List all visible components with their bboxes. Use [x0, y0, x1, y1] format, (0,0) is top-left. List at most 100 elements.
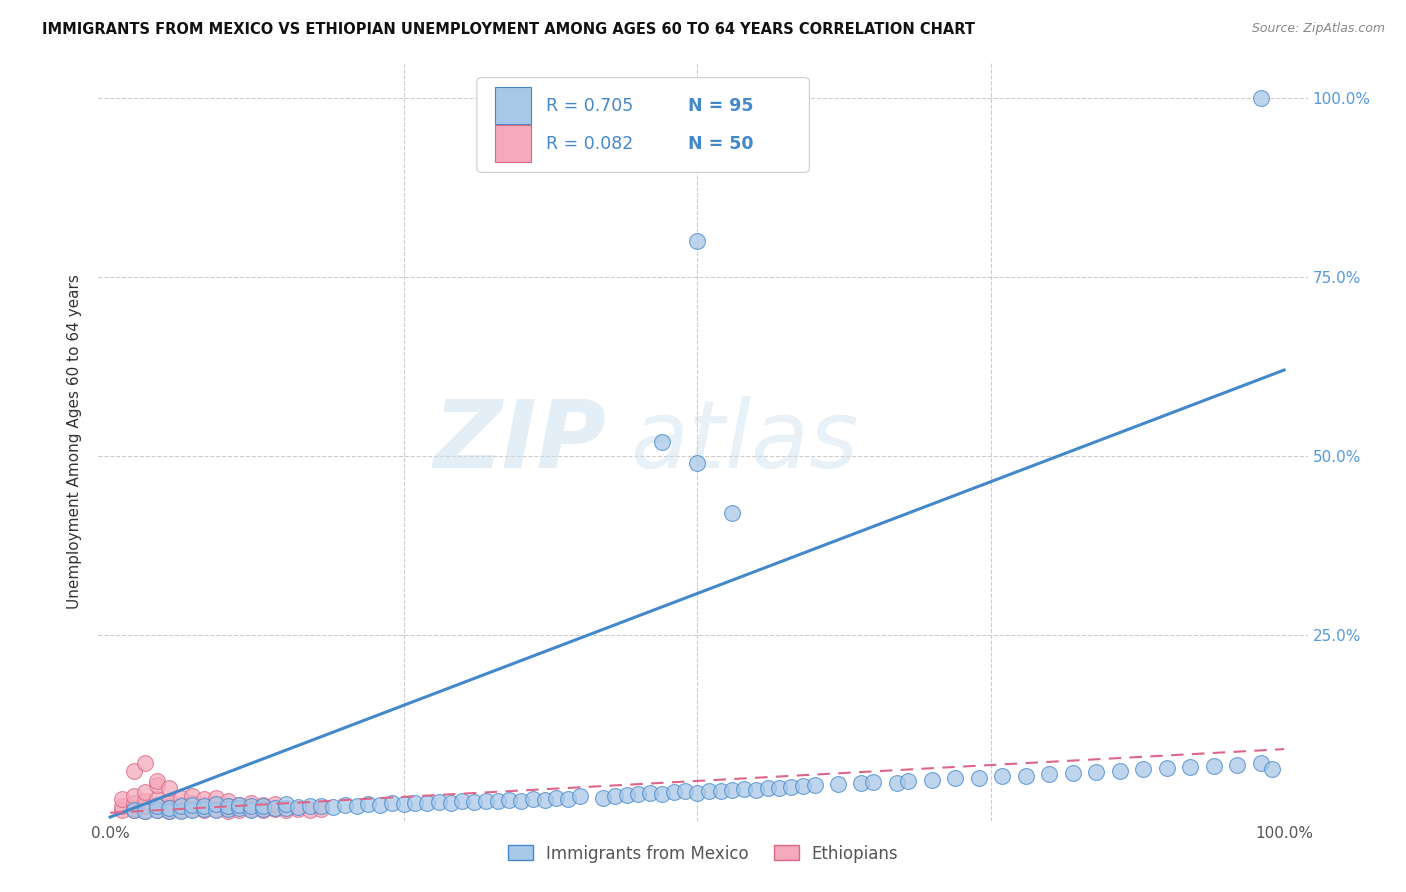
- Text: atlas: atlas: [630, 396, 859, 487]
- Legend: Immigrants from Mexico, Ethiopians: Immigrants from Mexico, Ethiopians: [501, 838, 905, 869]
- Point: [662, 785, 685, 799]
- Point: [945, 772, 967, 786]
- Point: [897, 773, 920, 788]
- Point: [827, 777, 849, 791]
- Point: [240, 799, 263, 814]
- Point: [204, 790, 226, 805]
- Point: [686, 234, 709, 248]
- Point: [111, 803, 134, 817]
- Point: [157, 801, 180, 815]
- Point: [217, 799, 239, 814]
- Point: [240, 802, 263, 816]
- Point: [276, 797, 298, 812]
- Point: [651, 787, 673, 801]
- Text: N = 95: N = 95: [689, 96, 754, 115]
- Point: [322, 800, 344, 814]
- Point: [392, 797, 415, 812]
- Point: [557, 792, 579, 806]
- Text: Source: ZipAtlas.com: Source: ZipAtlas.com: [1251, 22, 1385, 36]
- Point: [886, 776, 908, 790]
- Y-axis label: Unemployment Among Ages 60 to 64 years: Unemployment Among Ages 60 to 64 years: [67, 274, 83, 609]
- Point: [193, 802, 215, 816]
- Point: [463, 795, 485, 809]
- Point: [298, 803, 321, 817]
- Point: [146, 774, 169, 789]
- Point: [228, 803, 250, 817]
- Point: [252, 803, 274, 817]
- Point: [1085, 764, 1108, 779]
- Point: [169, 797, 191, 812]
- Point: [204, 797, 226, 812]
- Text: IMMIGRANTS FROM MEXICO VS ETHIOPIAN UNEMPLOYMENT AMONG AGES 60 TO 64 YEARS CORRE: IMMIGRANTS FROM MEXICO VS ETHIOPIAN UNEM…: [42, 22, 976, 37]
- Point: [252, 798, 274, 813]
- Point: [204, 803, 226, 817]
- Point: [346, 799, 368, 814]
- Point: [146, 803, 169, 817]
- Point: [228, 797, 250, 812]
- Point: [157, 801, 180, 815]
- Point: [311, 798, 333, 813]
- Point: [240, 797, 263, 811]
- Point: [1015, 768, 1038, 782]
- Point: [603, 789, 626, 803]
- Point: [217, 802, 239, 816]
- Point: [651, 434, 673, 449]
- Point: [1062, 765, 1084, 780]
- Point: [276, 803, 298, 817]
- Point: [756, 781, 779, 796]
- Point: [204, 797, 226, 812]
- Point: [240, 803, 263, 817]
- Point: [146, 797, 169, 812]
- Point: [1108, 764, 1130, 778]
- Point: [697, 783, 720, 797]
- Point: [803, 778, 825, 792]
- Text: ZIP: ZIP: [433, 395, 606, 488]
- Point: [217, 794, 239, 808]
- Point: [146, 778, 169, 792]
- Point: [627, 787, 650, 801]
- Point: [592, 790, 614, 805]
- Point: [134, 805, 156, 819]
- Point: [1250, 91, 1272, 105]
- Point: [157, 781, 180, 796]
- Point: [228, 801, 250, 815]
- Point: [311, 802, 333, 816]
- Point: [263, 801, 285, 815]
- Point: [298, 799, 321, 814]
- Point: [181, 803, 204, 817]
- Point: [475, 794, 498, 808]
- Point: [498, 793, 520, 807]
- Point: [439, 796, 461, 810]
- Point: [862, 775, 884, 789]
- Point: [768, 780, 790, 795]
- Point: [122, 803, 145, 817]
- Point: [122, 803, 145, 817]
- Point: [921, 772, 943, 787]
- Point: [851, 776, 873, 790]
- Point: [616, 788, 638, 802]
- Point: [157, 805, 180, 819]
- Point: [710, 784, 733, 798]
- Point: [287, 802, 309, 816]
- Point: [1156, 761, 1178, 775]
- Point: [745, 783, 768, 797]
- Point: [193, 797, 215, 812]
- FancyBboxPatch shape: [495, 87, 531, 124]
- Point: [122, 796, 145, 810]
- Point: [287, 800, 309, 814]
- Point: [427, 795, 450, 809]
- Point: [276, 801, 298, 815]
- Point: [181, 802, 204, 816]
- Point: [1226, 757, 1249, 772]
- Point: [146, 803, 169, 817]
- Point: [193, 803, 215, 817]
- Point: [252, 797, 274, 812]
- Point: [122, 801, 145, 815]
- Point: [792, 780, 814, 794]
- Point: [333, 797, 356, 812]
- Point: [638, 787, 661, 801]
- Point: [568, 789, 591, 804]
- Point: [157, 799, 180, 814]
- Point: [169, 790, 191, 805]
- Text: R = 0.082: R = 0.082: [546, 135, 633, 153]
